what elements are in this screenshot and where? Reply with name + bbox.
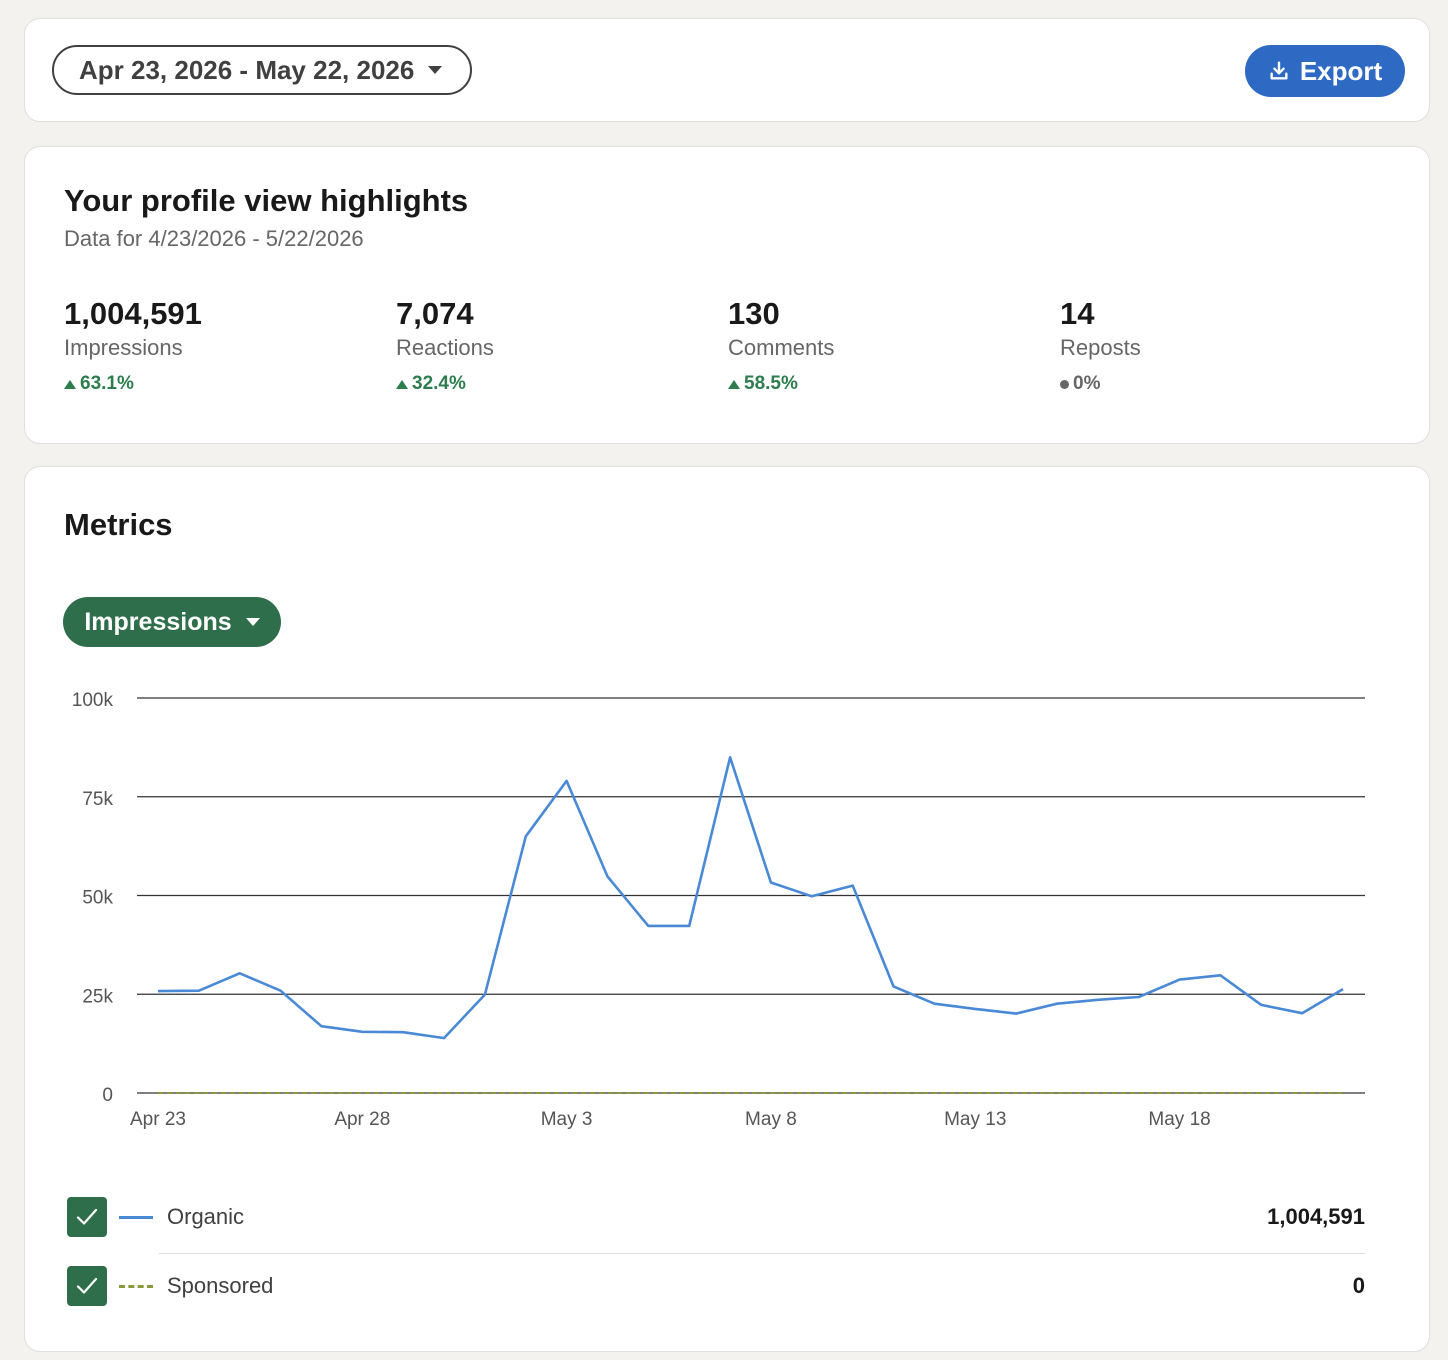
- checkmark-icon: [76, 1277, 98, 1294]
- date-range-dropdown[interactable]: Apr 23, 2026 - May 22, 2026: [52, 45, 473, 95]
- stat-change: 58.5%: [728, 373, 834, 395]
- x-tick-label: May 13: [944, 1109, 1006, 1130]
- metric-selector-label: Impressions: [84, 607, 232, 636]
- legend-row-sponsored: Sponsored 0: [67, 1264, 1365, 1308]
- organic-line-swatch: [119, 1215, 153, 1219]
- export-button[interactable]: Export: [1245, 45, 1405, 97]
- x-tick-label: May 8: [745, 1109, 797, 1130]
- metric-selector-dropdown[interactable]: Impressions: [63, 597, 281, 647]
- download-icon: [1270, 61, 1288, 80]
- legend-label-organic: Organic: [167, 1204, 245, 1229]
- organic-checkbox[interactable]: [67, 1197, 107, 1237]
- date-range-card: Apr 23, 2026 - May 22, 2026 Export: [24, 18, 1430, 122]
- x-tick-label: May 18: [1148, 1109, 1210, 1130]
- caret-down-icon: [245, 618, 260, 626]
- y-tick-label: 100k: [72, 690, 114, 711]
- trend-up-icon: [396, 379, 408, 389]
- stat-comments: 130 Comments 58.5%: [728, 295, 834, 395]
- metrics-title: Metrics: [64, 507, 173, 542]
- stat-reactions: 7,074 Reactions 32.4%: [396, 295, 494, 395]
- y-tick-label: 25k: [82, 986, 113, 1007]
- trend-up-icon: [728, 379, 740, 389]
- stat-label: Impressions: [64, 335, 183, 360]
- stat-value: 14: [1060, 296, 1095, 331]
- stat-value: 7,074: [396, 296, 474, 331]
- stat-reposts: 14 Reposts 0%: [1060, 295, 1141, 395]
- metrics-card: Metrics Impressions 0 25k 50k 75k 100k Apr 2…: [24, 466, 1430, 1352]
- stat-change: 32.4%: [396, 373, 494, 395]
- impressions-line-chart: 0 25k 50k 75k 100k Apr 23 Apr 28 May 3 May 8 May…: [72, 690, 1365, 1130]
- y-tick-label: 75k: [82, 789, 113, 810]
- y-tick-label: 50k: [82, 888, 113, 909]
- legend-row-organic: Organic 1,004,591: [67, 1195, 1365, 1239]
- stat-label: Comments: [728, 335, 835, 360]
- neutral-dot-icon: [1060, 379, 1069, 389]
- stat-impressions: 1,004,591 Impressions 63.1%: [64, 295, 202, 395]
- stat-label: Reposts: [1060, 335, 1141, 360]
- stat-change-value: 58.5%: [744, 373, 798, 394]
- y-tick-label: 0: [102, 1085, 113, 1106]
- stat-change-value: 32.4%: [412, 373, 466, 394]
- stat-change: 63.1%: [64, 373, 202, 395]
- stat-value: 130: [728, 296, 780, 331]
- checkmark-icon: [76, 1208, 98, 1225]
- legend-total-organic: 1,004,591: [1267, 1204, 1365, 1229]
- series-line-organic: [157, 756, 1344, 1040]
- trend-up-icon: [64, 379, 76, 389]
- x-tick-label: May 3: [541, 1109, 593, 1130]
- stat-change: 0%: [1060, 373, 1141, 395]
- legend-total-sponsored: 0: [1352, 1273, 1365, 1298]
- caret-down-icon: [428, 66, 443, 74]
- stat-change-value: 63.1%: [80, 373, 134, 394]
- sponsored-checkbox[interactable]: [67, 1266, 107, 1306]
- highlights-title: Your profile view highlights: [64, 183, 469, 218]
- stat-value: 1,004,591: [64, 296, 202, 331]
- legend-label-sponsored: Sponsored: [167, 1273, 274, 1298]
- highlights-subtitle: Data for 4/23/2026 - 5/22/2026: [64, 226, 364, 251]
- highlights-card: Your profile view highlights Data for 4/…: [24, 146, 1430, 444]
- sponsored-line-swatch: [119, 1284, 153, 1288]
- export-label: Export: [1299, 55, 1383, 86]
- x-tick-label: Apr 28: [334, 1109, 390, 1130]
- stat-change-value: 0%: [1073, 373, 1101, 394]
- x-tick-label: Apr 23: [130, 1109, 186, 1130]
- stat-label: Reactions: [396, 335, 494, 360]
- legend-divider: [159, 1253, 1365, 1254]
- date-range-label: Apr 23, 2026 - May 22, 2026: [79, 54, 415, 85]
